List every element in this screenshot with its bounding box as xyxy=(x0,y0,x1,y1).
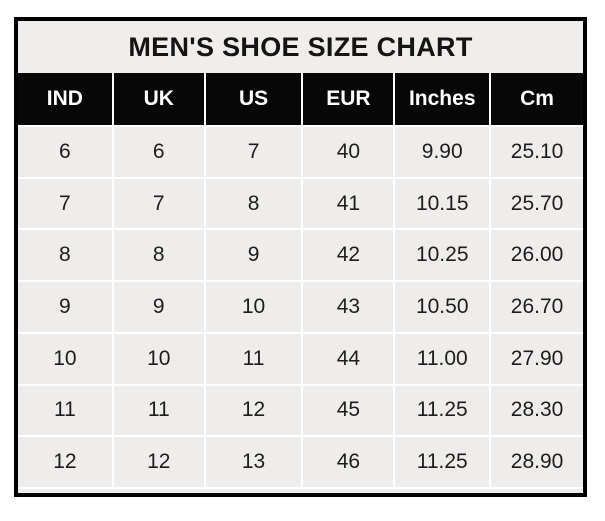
table-cell: 11.25 xyxy=(395,385,490,436)
table-row: 7 7 8 41 10.15 25.70 xyxy=(18,178,583,229)
table-cell: 28.30 xyxy=(491,385,583,436)
table-cell: 7 xyxy=(18,178,112,229)
table-cell: 11 xyxy=(113,385,204,436)
table-cell: 8 xyxy=(113,230,204,281)
table-cell: 7 xyxy=(205,127,302,177)
table-cell: 42 xyxy=(303,230,394,281)
column-header-uk: UK xyxy=(113,73,204,125)
table-row: 12 12 13 46 11.25 28.90 xyxy=(18,437,583,488)
table-cell: 26.70 xyxy=(491,282,583,332)
table-row: 8 8 9 42 10.25 26.00 xyxy=(18,230,583,281)
table-row: 10 10 11 44 11.00 27.90 xyxy=(18,333,583,384)
table-cell: 11 xyxy=(18,385,112,436)
table-row: 9 9 10 43 10.50 26.70 xyxy=(18,282,583,332)
shoe-size-chart-table: MEN'S SHOE SIZE CHART IND UK US EUR Inch… xyxy=(14,17,587,497)
table-cell: 10.25 xyxy=(395,230,490,281)
table-header-row: IND UK US EUR Inches Cm xyxy=(18,73,583,125)
table-cell: 9 xyxy=(205,230,302,281)
table-cell: 9 xyxy=(18,282,112,332)
table-cell: 10.15 xyxy=(395,178,490,229)
table-cell: 10 xyxy=(113,333,204,384)
table-cell: 6 xyxy=(113,127,204,177)
table-cell: 7 xyxy=(113,178,204,229)
column-header-cm: Cm xyxy=(491,73,583,125)
table-cell: 11 xyxy=(205,333,302,384)
table-cell: 11.00 xyxy=(395,333,490,384)
table-cell: 43 xyxy=(303,282,394,332)
table-cell: 9.90 xyxy=(395,127,490,177)
table-cell: 27.90 xyxy=(491,333,583,384)
table-cell: 10.50 xyxy=(395,282,490,332)
table-cell: 44 xyxy=(303,333,394,384)
table-row: 11 11 12 45 11.25 28.30 xyxy=(18,385,583,436)
column-header-inches: Inches xyxy=(395,73,490,125)
table-cell: 26.00 xyxy=(491,230,583,281)
column-header-eur: EUR xyxy=(303,73,394,125)
table-bottom-spacer xyxy=(18,489,583,494)
table-cell: 46 xyxy=(303,437,394,488)
table-cell: 25.70 xyxy=(491,178,583,229)
table-cell: 10 xyxy=(18,333,112,384)
table-cell: 12 xyxy=(205,385,302,436)
table-body: 6 6 7 40 9.90 25.10 7 7 8 41 10.15 25.70… xyxy=(18,125,583,494)
table-cell: 11.25 xyxy=(395,437,490,488)
table-cell: 9 xyxy=(113,282,204,332)
column-header-ind: IND xyxy=(18,73,112,125)
table-cell: 12 xyxy=(113,437,204,488)
table-cell: 13 xyxy=(205,437,302,488)
table-cell: 6 xyxy=(18,127,112,177)
table-cell: 12 xyxy=(18,437,112,488)
table-cell: 41 xyxy=(303,178,394,229)
table-row: 6 6 7 40 9.90 25.10 xyxy=(18,127,583,177)
table-cell: 8 xyxy=(18,230,112,281)
table-cell: 8 xyxy=(205,178,302,229)
table-cell: 45 xyxy=(303,385,394,436)
table-cell: 40 xyxy=(303,127,394,177)
table-cell: 10 xyxy=(205,282,302,332)
table-cell: 28.90 xyxy=(491,437,583,488)
table-cell: 25.10 xyxy=(491,127,583,177)
chart-title: MEN'S SHOE SIZE CHART xyxy=(18,21,583,73)
column-header-us: US xyxy=(205,73,302,125)
